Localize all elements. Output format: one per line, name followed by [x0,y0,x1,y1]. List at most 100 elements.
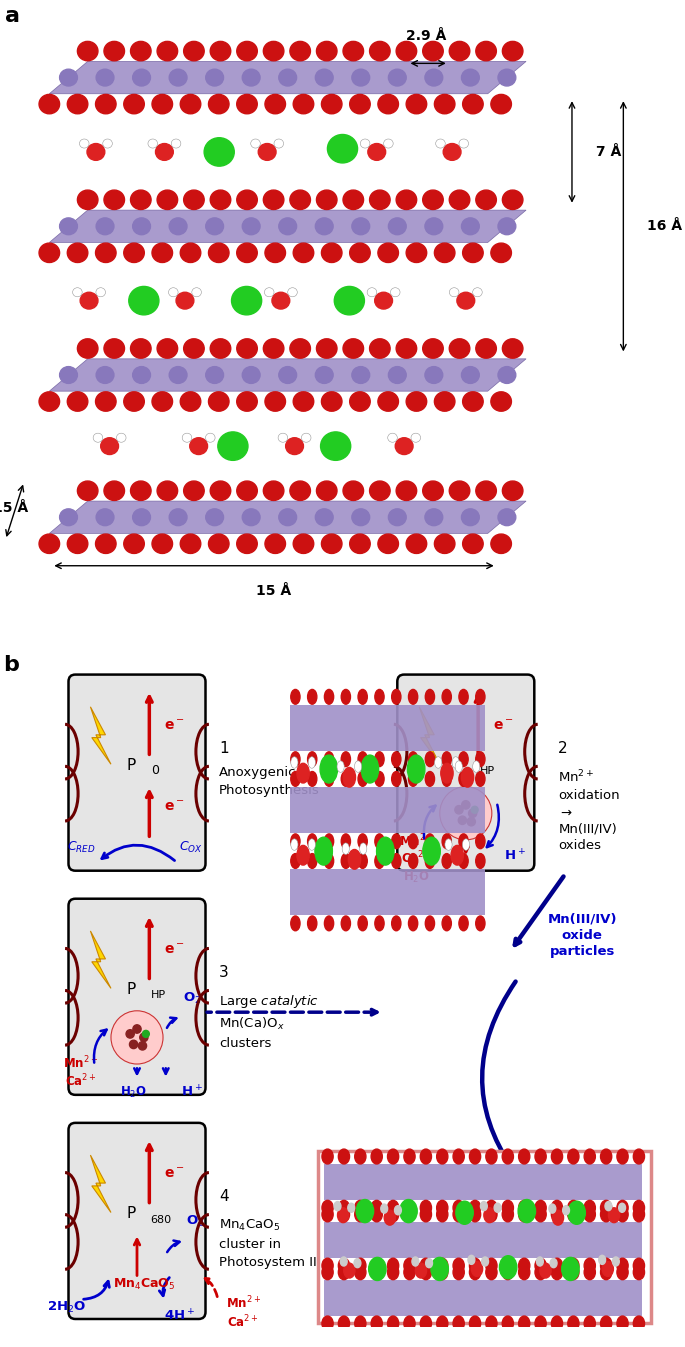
Circle shape [208,94,229,113]
Circle shape [206,509,223,525]
Circle shape [321,533,342,554]
Circle shape [322,1200,333,1215]
Circle shape [157,42,177,61]
Circle shape [361,756,379,783]
Circle shape [425,690,434,704]
Circle shape [288,288,297,296]
Circle shape [258,144,276,160]
Text: O$_2$: O$_2$ [186,1214,204,1228]
Circle shape [434,757,442,768]
Circle shape [370,481,390,501]
Circle shape [421,1200,432,1215]
Circle shape [519,1207,530,1222]
Circle shape [370,339,390,358]
Circle shape [169,288,178,296]
Circle shape [96,69,114,86]
Circle shape [440,764,453,783]
Circle shape [370,42,390,61]
Circle shape [455,761,462,772]
Circle shape [392,690,401,704]
Circle shape [436,1207,448,1222]
Circle shape [486,1200,497,1215]
Circle shape [436,139,445,148]
Circle shape [358,834,367,849]
Circle shape [290,42,310,61]
Circle shape [369,1257,386,1281]
Circle shape [436,1265,448,1280]
Circle shape [358,752,367,766]
Text: Geological Mn deposits: Geological Mn deposits [423,1188,597,1202]
Circle shape [322,1265,333,1280]
Circle shape [404,1265,415,1280]
Circle shape [375,834,384,849]
Circle shape [348,850,360,869]
Circle shape [605,1202,612,1211]
Circle shape [338,1200,349,1215]
Text: P: P [127,758,136,773]
Circle shape [378,94,399,113]
Circle shape [634,1207,645,1222]
Circle shape [408,916,418,931]
Circle shape [131,190,151,210]
Circle shape [124,533,145,554]
Circle shape [384,1210,395,1226]
Circle shape [352,69,370,86]
Circle shape [184,190,204,210]
Text: Mn$^{2+}$
oxidation
$\rightarrow$
Mn(III/IV)
oxides: Mn$^{2+}$ oxidation $\rightarrow$ Mn(III… [558,769,620,851]
Polygon shape [325,1280,642,1316]
Circle shape [431,1257,449,1281]
Circle shape [334,1202,341,1211]
Circle shape [315,838,332,865]
Circle shape [129,1040,138,1048]
Circle shape [104,42,125,61]
Circle shape [425,834,434,849]
Circle shape [552,1210,564,1226]
Circle shape [232,287,262,315]
Polygon shape [90,1156,111,1212]
Circle shape [60,366,77,384]
Circle shape [384,139,393,148]
Circle shape [321,94,342,113]
Circle shape [157,339,177,358]
Circle shape [634,1200,645,1215]
Text: Mn$_4$CaO$_5$
cluster in
Photosystem II: Mn$_4$CaO$_5$ cluster in Photosystem II [219,1218,317,1269]
Circle shape [206,218,223,234]
Circle shape [491,533,512,554]
Text: e$^-$: e$^-$ [164,943,185,956]
Circle shape [180,242,201,263]
Text: 7 Å: 7 Å [596,145,621,159]
Circle shape [434,242,455,263]
Circle shape [551,1316,562,1331]
Circle shape [462,242,483,263]
Circle shape [290,916,300,931]
Circle shape [434,533,455,554]
Text: Mn$^{2+}$: Mn$^{2+}$ [399,832,434,849]
Circle shape [462,94,483,113]
Circle shape [551,1207,562,1222]
Text: 2H$_2$O: 2H$_2$O [47,1300,87,1315]
Circle shape [308,854,317,869]
Circle shape [499,1255,517,1278]
Circle shape [111,1010,163,1064]
Circle shape [404,1258,415,1273]
Circle shape [388,1149,399,1164]
Circle shape [469,1316,481,1331]
Circle shape [473,761,480,772]
Circle shape [358,690,367,704]
Circle shape [390,288,400,296]
Circle shape [367,288,377,296]
Circle shape [568,1200,579,1215]
Circle shape [375,854,384,869]
Circle shape [360,843,367,854]
Text: P: P [127,1207,136,1222]
Circle shape [325,916,334,931]
Circle shape [599,1255,606,1265]
Circle shape [342,843,349,854]
Circle shape [355,1265,366,1280]
Circle shape [95,94,116,113]
Circle shape [421,1258,432,1273]
Text: a: a [5,7,21,27]
Circle shape [378,533,399,554]
Circle shape [355,1207,366,1222]
Circle shape [343,339,364,358]
